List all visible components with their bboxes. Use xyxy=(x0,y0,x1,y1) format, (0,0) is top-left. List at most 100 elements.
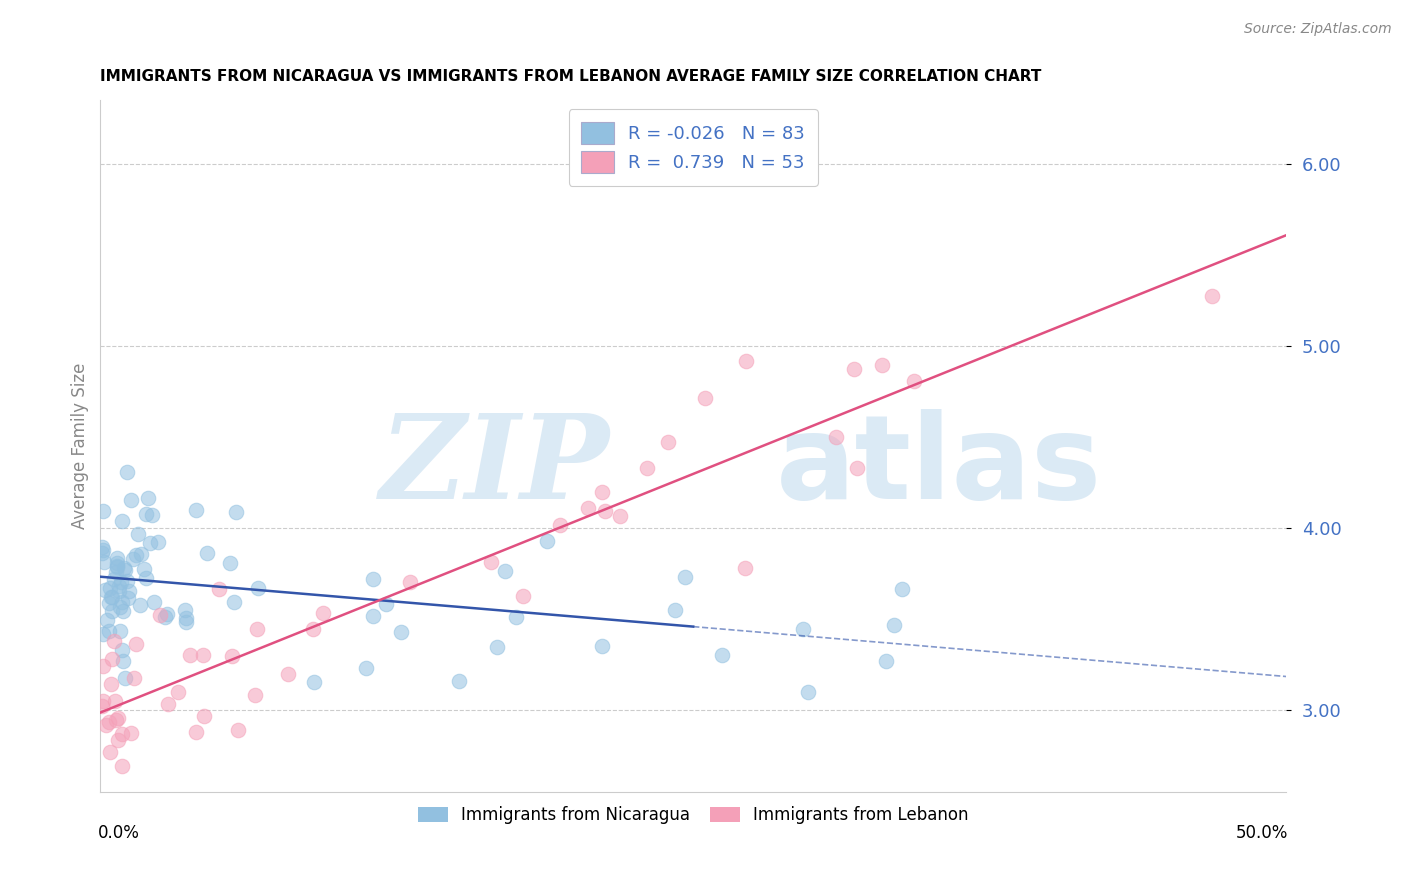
Point xyxy=(104,713,127,727)
Legend: Immigrants from Nicaragua, Immigrants from Lebanon: Immigrants from Nicaragua, Immigrants fr… xyxy=(409,797,977,832)
Point xyxy=(505,609,527,624)
Point xyxy=(97,596,120,610)
Point xyxy=(105,556,128,570)
Point xyxy=(114,671,136,685)
Point xyxy=(447,674,470,689)
Point xyxy=(494,564,516,578)
Point xyxy=(891,582,914,596)
Point xyxy=(486,640,509,655)
Point xyxy=(389,624,412,639)
Point xyxy=(221,649,243,664)
Point xyxy=(479,555,502,569)
Point xyxy=(875,654,897,668)
Point xyxy=(108,624,131,638)
Point xyxy=(149,608,172,623)
Point xyxy=(173,603,195,617)
Point xyxy=(735,353,758,368)
Point xyxy=(115,574,138,588)
Point xyxy=(101,591,124,605)
Point xyxy=(90,541,112,555)
Point xyxy=(548,517,571,532)
Point xyxy=(103,633,125,648)
Point xyxy=(664,603,686,617)
Point xyxy=(138,491,160,506)
Point xyxy=(361,609,384,624)
Point xyxy=(127,526,149,541)
Point xyxy=(128,598,150,612)
Point xyxy=(91,627,114,641)
Point xyxy=(114,564,136,578)
Point xyxy=(374,597,396,611)
Point xyxy=(103,572,125,586)
Point xyxy=(93,555,115,569)
Point xyxy=(218,556,240,570)
Point xyxy=(179,648,201,663)
Point xyxy=(870,358,893,372)
Point xyxy=(134,562,156,576)
Point xyxy=(842,362,865,376)
Point xyxy=(111,726,134,740)
Point xyxy=(277,666,299,681)
Point xyxy=(125,637,148,651)
Point xyxy=(108,584,131,599)
Point xyxy=(399,575,422,590)
Point xyxy=(91,542,114,557)
Point xyxy=(673,570,696,584)
Point xyxy=(91,658,114,673)
Point xyxy=(693,391,716,405)
Point xyxy=(105,560,128,574)
Text: atlas: atlas xyxy=(776,409,1102,524)
Point xyxy=(191,648,214,662)
Point xyxy=(100,590,122,604)
Point xyxy=(98,714,121,729)
Point xyxy=(243,689,266,703)
Point xyxy=(98,581,121,595)
Point xyxy=(96,613,118,627)
Point xyxy=(107,711,129,725)
Point xyxy=(91,693,114,707)
Point xyxy=(512,589,534,603)
Point xyxy=(591,639,613,653)
Point xyxy=(1201,289,1223,303)
Text: IMMIGRANTS FROM NICARAGUA VS IMMIGRANTS FROM LEBANON AVERAGE FAMILY SIZE CORRELA: IMMIGRANTS FROM NICARAGUA VS IMMIGRANTS … xyxy=(100,69,1042,84)
Point xyxy=(104,694,127,708)
Point xyxy=(193,709,215,723)
Point xyxy=(135,507,157,521)
Point xyxy=(100,652,122,666)
Point xyxy=(153,609,176,624)
Text: 50.0%: 50.0% xyxy=(1236,823,1288,841)
Point xyxy=(167,685,190,699)
Point xyxy=(226,723,249,738)
Text: 0.0%: 0.0% xyxy=(98,823,139,841)
Point xyxy=(138,536,160,550)
Point xyxy=(311,606,333,620)
Point xyxy=(111,759,134,773)
Y-axis label: Average Family Size: Average Family Size xyxy=(72,363,89,529)
Point xyxy=(108,600,131,615)
Point xyxy=(111,514,134,528)
Point xyxy=(825,430,848,444)
Point xyxy=(94,718,117,732)
Point xyxy=(593,504,616,518)
Point xyxy=(120,492,142,507)
Point xyxy=(91,504,114,518)
Point xyxy=(903,374,925,388)
Point xyxy=(846,461,869,475)
Point xyxy=(141,508,163,522)
Point xyxy=(107,732,129,747)
Point xyxy=(246,581,269,595)
Point xyxy=(609,509,631,524)
Point xyxy=(883,617,905,632)
Point xyxy=(536,534,558,549)
Point xyxy=(112,654,135,668)
Point xyxy=(94,583,117,598)
Point xyxy=(117,591,139,606)
Text: Source: ZipAtlas.com: Source: ZipAtlas.com xyxy=(1244,22,1392,37)
Point xyxy=(156,607,179,622)
Point xyxy=(98,745,121,759)
Point xyxy=(225,504,247,518)
Point xyxy=(361,572,384,586)
Text: ZIP: ZIP xyxy=(380,409,610,524)
Point xyxy=(636,461,658,475)
Point xyxy=(125,548,148,562)
